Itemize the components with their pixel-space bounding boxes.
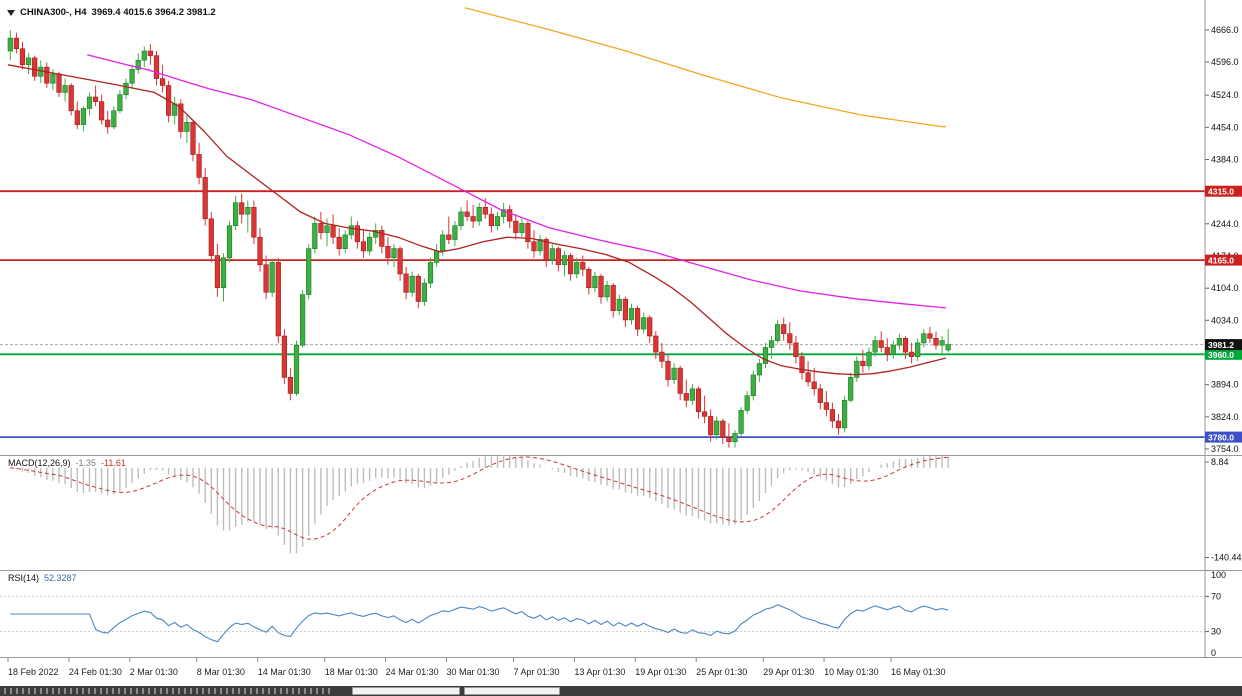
ma-medium-darkred bbox=[7, 64, 947, 376]
macd-histogram bbox=[15, 455, 949, 554]
svg-text:4596.0: 4596.0 bbox=[1211, 57, 1239, 67]
current-price-label bbox=[1205, 339, 1242, 351]
chart-marker-icon bbox=[7, 9, 15, 16]
price-label-4315.0 bbox=[1205, 185, 1242, 197]
svg-text:18 Mar 01:30: 18 Mar 01:30 bbox=[325, 667, 378, 677]
svg-text:29 Apr 01:30: 29 Apr 01:30 bbox=[763, 667, 814, 677]
price-axis[interactable]: 4666.04596.04524.04454.04384.04314.04244… bbox=[1205, 25, 1242, 454]
svg-text:3824.0: 3824.0 bbox=[1211, 412, 1239, 422]
svg-text:14 Mar 01:30: 14 Mar 01:30 bbox=[258, 667, 311, 677]
svg-text:24 Feb 01:30: 24 Feb 01:30 bbox=[69, 667, 122, 677]
svg-text:4034.0: 4034.0 bbox=[1211, 315, 1239, 325]
svg-text:4244.0: 4244.0 bbox=[1211, 219, 1239, 229]
svg-text:30 Mar 01:30: 30 Mar 01:30 bbox=[447, 667, 500, 677]
svg-text:19 Apr 01:30: 19 Apr 01:30 bbox=[635, 667, 686, 677]
svg-text:4454.0: 4454.0 bbox=[1211, 122, 1239, 132]
svg-text:3780.0: 3780.0 bbox=[1208, 433, 1234, 443]
svg-text:4165.0: 4165.0 bbox=[1208, 256, 1234, 266]
svg-text:3981.2: 3981.2 bbox=[1208, 340, 1234, 350]
ma-long-orange bbox=[464, 7, 946, 128]
chart-symbol-title: CHINA300-, H4 3969.4 4015.6 3964.2 3981.… bbox=[7, 7, 216, 18]
svg-text:7 Apr 01:30: 7 Apr 01:30 bbox=[514, 667, 560, 677]
bottom-tab[interactable] bbox=[464, 687, 560, 695]
macd-value-main: -1.35 bbox=[75, 458, 97, 468]
svg-text:10 May 01:30: 10 May 01:30 bbox=[824, 667, 879, 677]
price-label-4165.0 bbox=[1205, 254, 1242, 266]
rsi-value: 52.3287 bbox=[44, 573, 77, 583]
svg-text:18 Feb 2022: 18 Feb 2022 bbox=[8, 667, 59, 677]
svg-text:25 Apr 01:30: 25 Apr 01:30 bbox=[696, 667, 747, 677]
price-label-3960.0 bbox=[1205, 348, 1242, 360]
symbol-timeframe-label: CHINA300-, H4 bbox=[20, 7, 87, 18]
svg-text:100: 100 bbox=[1211, 570, 1226, 580]
svg-text:3894.0: 3894.0 bbox=[1211, 380, 1239, 390]
svg-text:70: 70 bbox=[1211, 591, 1221, 601]
ma-slow-magenta bbox=[87, 54, 946, 309]
bottom-tab[interactable] bbox=[352, 687, 460, 695]
svg-text:-140.44: -140.44 bbox=[1211, 553, 1242, 563]
rsi-panel[interactable]: 100 70 30 0 bbox=[0, 570, 1242, 658]
svg-text:4104.0: 4104.0 bbox=[1211, 283, 1239, 293]
macd-name: MACD(12,26,9) bbox=[8, 458, 71, 468]
price-chart-panel[interactable]: 4666.04596.04524.04454.04384.04314.04244… bbox=[0, 0, 1242, 455]
ohlc-readout: 3969.4 4015.6 3964.2 3981.2 bbox=[91, 7, 216, 18]
svg-text:8 Mar 01:30: 8 Mar 01:30 bbox=[197, 667, 245, 677]
price-label-3780.0 bbox=[1205, 431, 1242, 443]
svg-text:16 May 01:30: 16 May 01:30 bbox=[891, 667, 946, 677]
svg-text:8.84: 8.84 bbox=[1211, 457, 1229, 467]
rsi-name: RSI(14) bbox=[8, 573, 40, 583]
svg-text:4524.0: 4524.0 bbox=[1211, 90, 1239, 100]
svg-text:24 Mar 01:30: 24 Mar 01:30 bbox=[386, 667, 439, 677]
svg-text:2 Mar 01:30: 2 Mar 01:30 bbox=[130, 667, 178, 677]
candles-layer[interactable] bbox=[7, 7, 951, 448]
macd-indicator-label: MACD(12,26,9) -1.35 -11.61 bbox=[8, 458, 126, 468]
time-axis-labels[interactable]: 18 Feb 2022 24 Feb 01:30 2 Mar 01:30 8 Mar … bbox=[7, 658, 946, 677]
rsi-indicator-label: RSI(14) 52.3287 bbox=[8, 573, 77, 583]
svg-text:4315.0: 4315.0 bbox=[1208, 187, 1234, 197]
svg-text:3754.0: 3754.0 bbox=[1211, 444, 1239, 454]
rsi-line bbox=[10, 604, 949, 643]
svg-text:30: 30 bbox=[1211, 627, 1221, 637]
macd-signal-line bbox=[10, 456, 949, 540]
svg-text:4384.0: 4384.0 bbox=[1211, 155, 1239, 165]
svg-text:3960.0: 3960.0 bbox=[1208, 350, 1234, 360]
svg-text:4666.0: 4666.0 bbox=[1211, 25, 1239, 35]
svg-text:0: 0 bbox=[1211, 648, 1216, 658]
svg-text:13 Apr 01:30: 13 Apr 01:30 bbox=[574, 667, 625, 677]
macd-panel[interactable]: 8.84 -140.44 bbox=[0, 455, 1242, 570]
macd-value-signal: -11.61 bbox=[101, 458, 126, 468]
bottom-bar-texture bbox=[4, 688, 334, 694]
bottom-tab-bar bbox=[0, 686, 1242, 696]
time-axis[interactable]: 18 Feb 2022 24 Feb 01:30 2 Mar 01:30 8 Mar … bbox=[0, 658, 1242, 686]
